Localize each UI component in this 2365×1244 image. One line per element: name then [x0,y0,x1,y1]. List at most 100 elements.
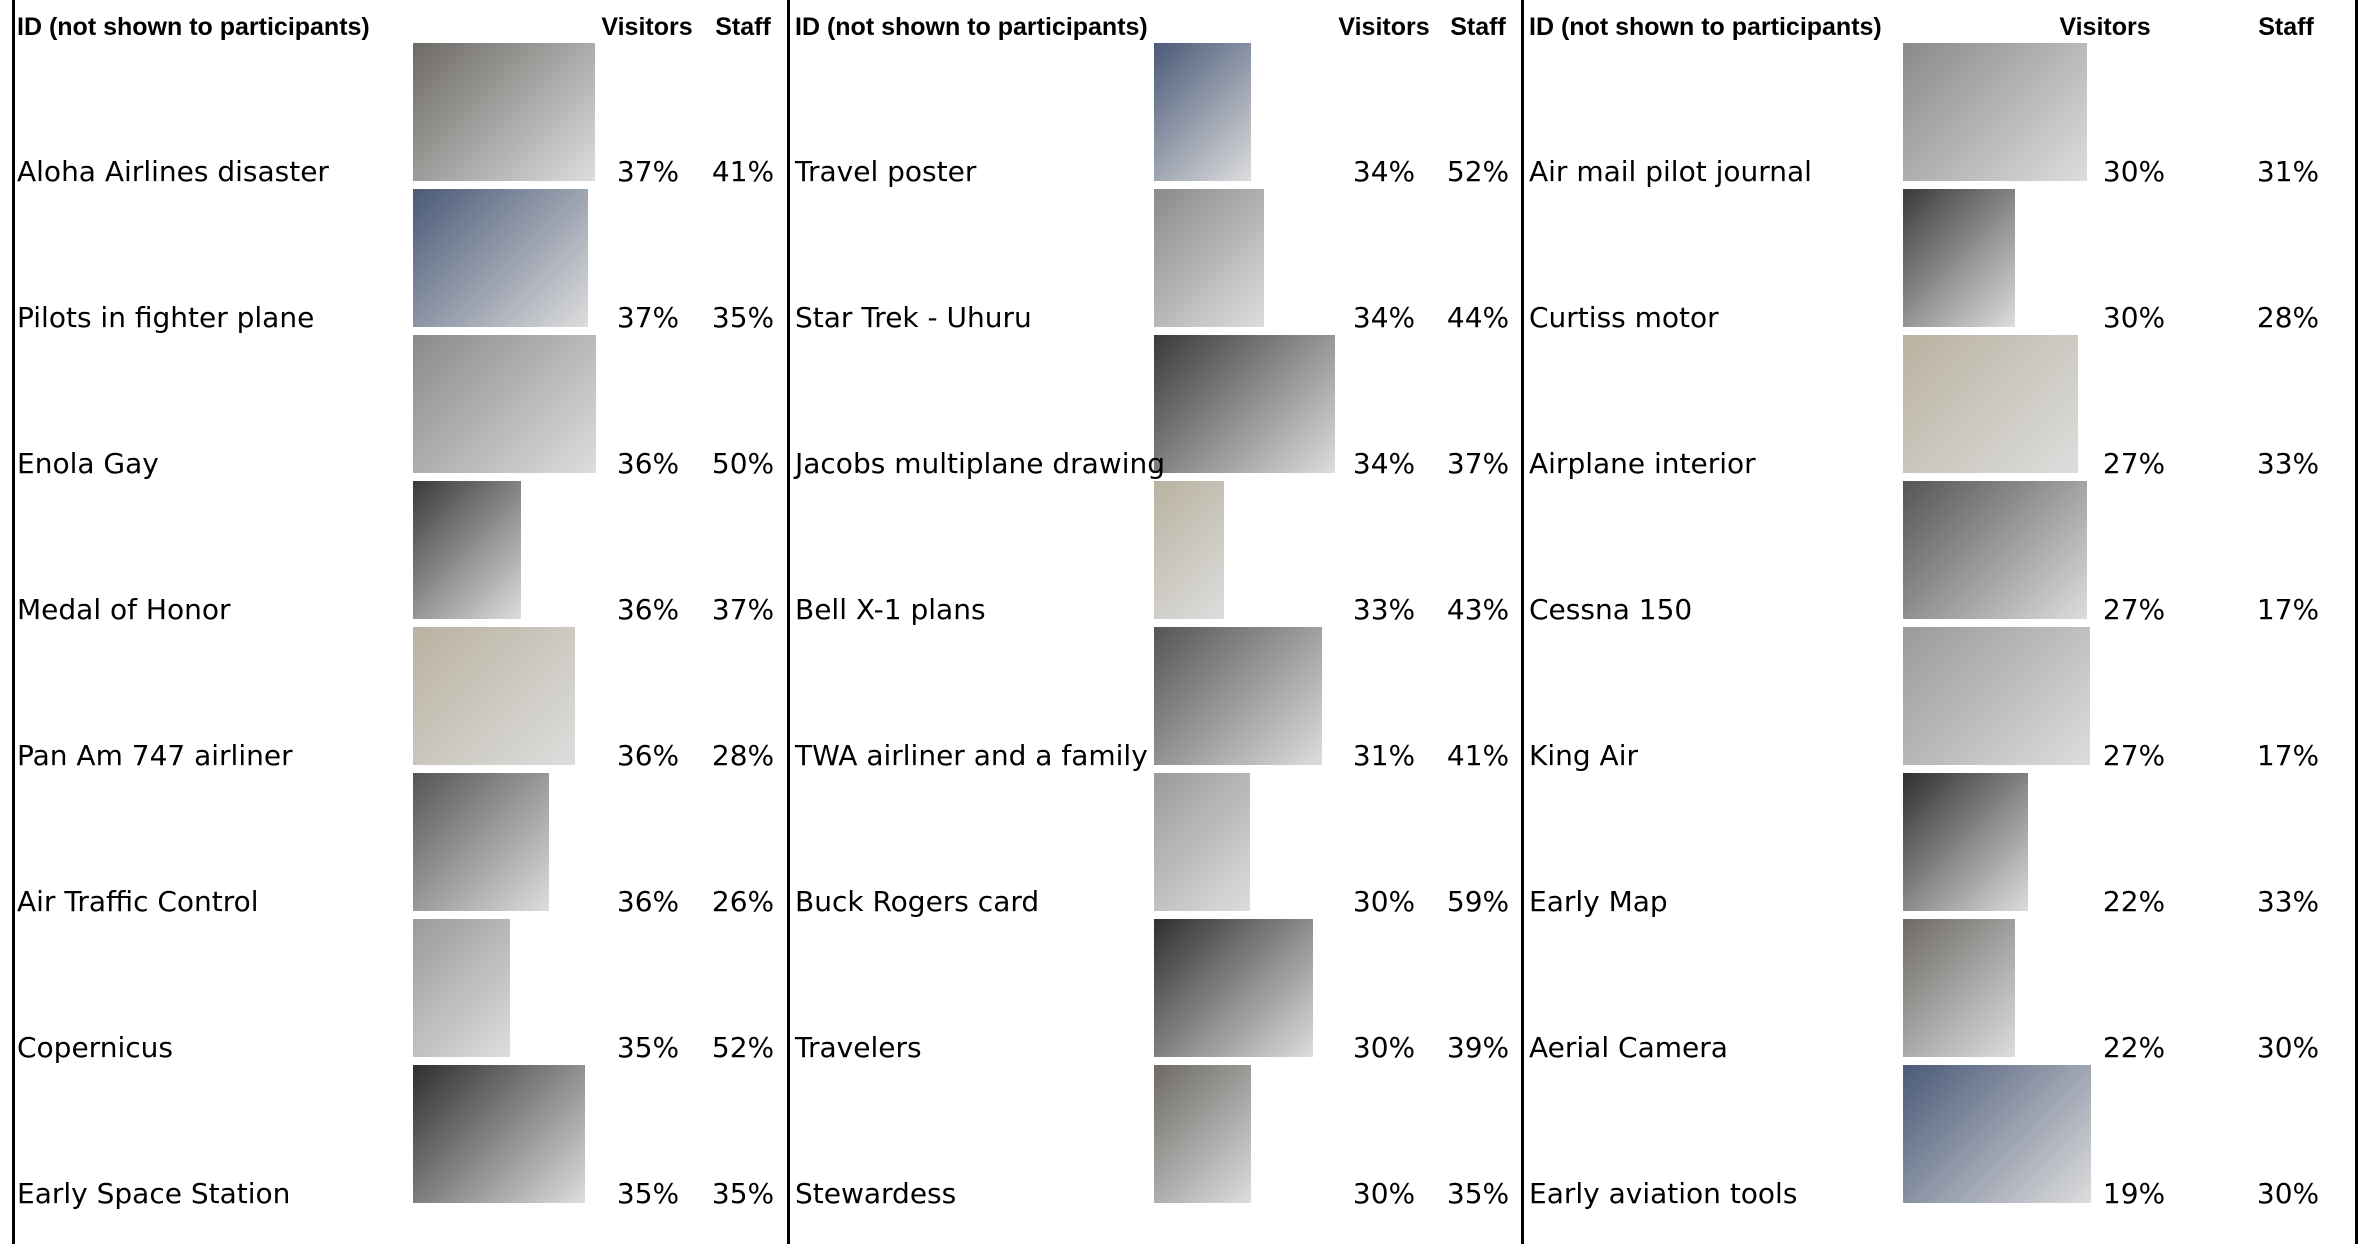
visitors-pct: 30% [2102,301,2166,334]
visitors-pct: 33% [1352,593,1416,626]
staff-pct: 41% [1446,739,1510,772]
staff-pct: 35% [711,1177,775,1210]
thumbnail [413,335,596,473]
staff-pct: 17% [2256,739,2320,772]
staff-pct: 52% [711,1031,775,1064]
visitors-pct: 30% [2102,155,2166,188]
item-name: Star Trek - Uhuru [795,301,1032,334]
item-name: Buck Rogers card [795,885,1040,918]
staff-pct: 39% [1446,1031,1510,1064]
column-divider [787,0,790,1244]
item-name: Bell X-1 plans [795,593,986,626]
visitors-pct: 27% [2102,593,2166,626]
visitors-pct: 35% [616,1177,680,1210]
staff-pct: 35% [711,301,775,334]
thumbnail [1903,335,2078,473]
staff-pct: 52% [1446,155,1510,188]
staff-pct: 17% [2256,593,2320,626]
visitors-pct: 22% [2102,885,2166,918]
column-header: Visitors [2059,13,2151,41]
thumbnail [1903,773,2028,911]
thumbnail [1903,1065,2091,1203]
visitors-pct: 27% [2102,739,2166,772]
visitors-pct: 36% [616,739,680,772]
visitors-pct: 19% [2102,1177,2166,1210]
thumbnail [1154,189,1264,327]
visitors-pct: 36% [616,593,680,626]
thumbnail [413,627,575,765]
column-header: Staff [2258,13,2314,41]
thumbnail [413,1065,585,1203]
staff-pct: 50% [711,447,775,480]
staff-pct: 30% [2256,1031,2320,1064]
item-name: TWA airliner and a family [795,739,1148,772]
staff-pct: 59% [1446,885,1510,918]
item-name: Travelers [795,1031,922,1064]
thumbnail [1154,919,1313,1057]
item-name: Jacobs multiplane drawing [795,447,1165,480]
item-name: Early Space Station [17,1177,291,1210]
item-name: Pan Am 747 airliner [17,739,293,772]
visitors-pct: 30% [1352,885,1416,918]
column-header: Staff [715,13,771,41]
staff-pct: 28% [2256,301,2320,334]
staff-pct: 31% [2256,155,2320,188]
item-name: Copernicus [17,1031,173,1064]
thumbnail [1903,189,2015,327]
item-name: Aerial Camera [1529,1031,1728,1064]
thumbnail [413,43,595,181]
thumbnail [1903,43,2087,181]
thumbnail [1903,481,2087,619]
item-name: Curtiss motor [1529,301,1719,334]
item-name: Medal of Honor [17,593,231,626]
staff-pct: 28% [711,739,775,772]
column-header: Visitors [1338,13,1430,41]
item-name: Early Map [1529,885,1668,918]
thumbnail [1154,335,1335,473]
visitors-pct: 37% [616,301,680,334]
staff-pct: 43% [1446,593,1510,626]
thumbnail [413,189,588,327]
column-divider [2355,0,2358,1244]
column-header: ID (not shown to participants) [795,13,1148,41]
thumbnail [1903,919,2015,1057]
visitors-pct: 35% [616,1031,680,1064]
item-name: Cessna 150 [1529,593,1693,626]
column-header: ID (not shown to participants) [1529,13,1882,41]
item-name: Air Traffic Control [17,885,259,918]
visitors-pct: 31% [1352,739,1416,772]
thumbnail [413,481,521,619]
item-name: Air mail pilot journal [1529,155,1812,188]
thumbnail [1154,481,1224,619]
item-name: Stewardess [795,1177,957,1210]
visitors-pct: 34% [1352,155,1416,188]
thumbnail [1154,627,1322,765]
visitors-pct: 36% [616,885,680,918]
item-name: Airplane interior [1529,447,1756,480]
column-header: ID (not shown to participants) [17,13,370,41]
thumbnail [1154,773,1250,911]
visitors-pct: 30% [1352,1031,1416,1064]
thumbnail [1154,1065,1251,1203]
visitors-pct: 30% [1352,1177,1416,1210]
item-name: Aloha Airlines disaster [17,155,329,188]
item-name: Early aviation tools [1529,1177,1798,1210]
thumbnail [413,773,549,911]
staff-pct: 44% [1446,301,1510,334]
staff-pct: 37% [711,593,775,626]
staff-pct: 30% [2256,1177,2320,1210]
item-name: Enola Gay [17,447,159,480]
visitors-pct: 22% [2102,1031,2166,1064]
staff-pct: 37% [1446,447,1510,480]
item-name: Pilots in fighter plane [17,301,315,334]
item-name: King Air [1529,739,1639,772]
staff-pct: 35% [1446,1177,1510,1210]
staff-pct: 33% [2256,447,2320,480]
thumbnail [1154,43,1251,181]
staff-pct: 41% [711,155,775,188]
column-header: Visitors [601,13,693,41]
thumbnail [1903,627,2090,765]
visitors-pct: 27% [2102,447,2166,480]
staff-pct: 33% [2256,885,2320,918]
